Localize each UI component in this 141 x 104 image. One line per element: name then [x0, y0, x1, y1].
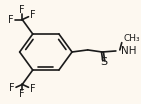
Text: F: F — [30, 84, 35, 94]
Text: NH: NH — [121, 46, 137, 56]
Text: F: F — [9, 83, 15, 93]
Text: F: F — [19, 89, 25, 99]
Text: S: S — [100, 57, 107, 67]
Text: F: F — [30, 10, 35, 20]
Text: F: F — [8, 15, 14, 25]
Text: CH₃: CH₃ — [123, 34, 140, 43]
Text: F: F — [19, 5, 25, 15]
